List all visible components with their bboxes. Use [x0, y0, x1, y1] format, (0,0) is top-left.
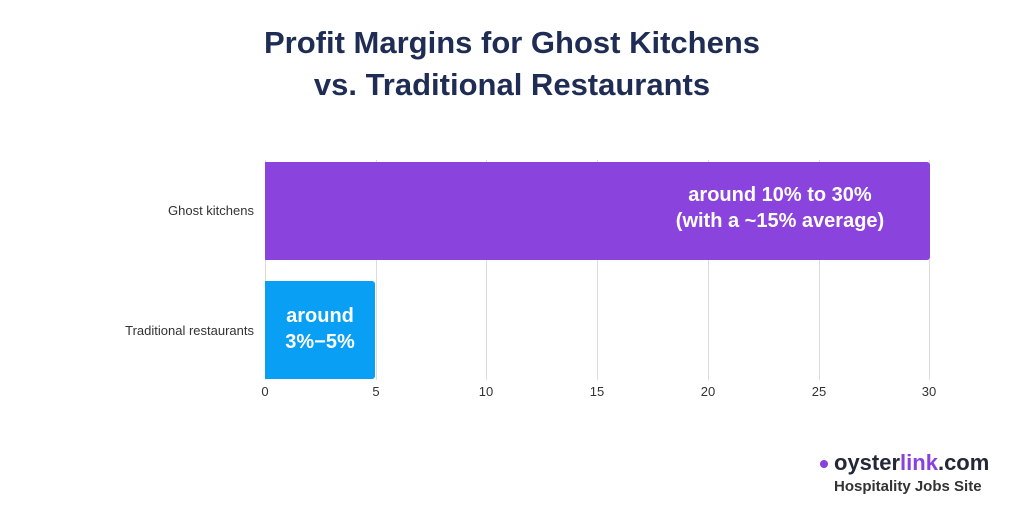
gridline [708, 160, 709, 380]
title-line-2: vs. Traditional Restaurants [313, 67, 711, 102]
label-line: around 10% to 30% [688, 184, 872, 206]
logo-wordmark: oysterlink.com [820, 450, 989, 476]
x-tick: 15 [589, 384, 605, 399]
x-tick: 0 [261, 384, 269, 399]
title-line-1: Profit Margins for Ghost Kitchens [263, 25, 761, 60]
label-line: 3%−5% [285, 331, 355, 353]
x-tick: 5 [372, 384, 380, 399]
plot-area: around 10% to 30% (with a ~15% average) … [265, 160, 930, 380]
bar-traditional-restaurants [265, 281, 375, 379]
gridline [819, 160, 820, 380]
x-tick: 10 [478, 384, 494, 399]
logo-suffix: .com [937, 450, 990, 475]
gridline [597, 160, 598, 380]
x-tick: 30 [921, 384, 937, 399]
chart-title: Profit Margins for Ghost Kitchens vs. Tr… [0, 22, 1024, 106]
x-tick: 25 [811, 384, 827, 399]
bar-ghost-kitchens [265, 162, 930, 260]
logo-accent: link [900, 450, 938, 475]
label-line: (with a ~15% average) [675, 210, 885, 232]
logo-tagline: Hospitality Jobs Site [834, 478, 982, 495]
y-label-ghost-kitchens: Ghost kitchens [168, 203, 254, 218]
gridline [376, 160, 377, 380]
gridline [929, 160, 930, 380]
logo-prefix: oyster [834, 450, 901, 475]
logo-icon [820, 460, 828, 469]
gridline [265, 160, 266, 380]
gridline [486, 160, 487, 380]
label-line: around [286, 305, 354, 327]
y-label-traditional-restaurants: Traditional restaurants [125, 323, 254, 338]
oysterlink-logo: oysterlink.com Hospitality Jobs Site [820, 450, 989, 495]
x-tick: 20 [700, 384, 716, 399]
bar-label-ghost-kitchens: around 10% to 30% (with a ~15% average) [655, 182, 905, 234]
bar-label-traditional-restaurants: around 3%−5% [265, 303, 375, 355]
